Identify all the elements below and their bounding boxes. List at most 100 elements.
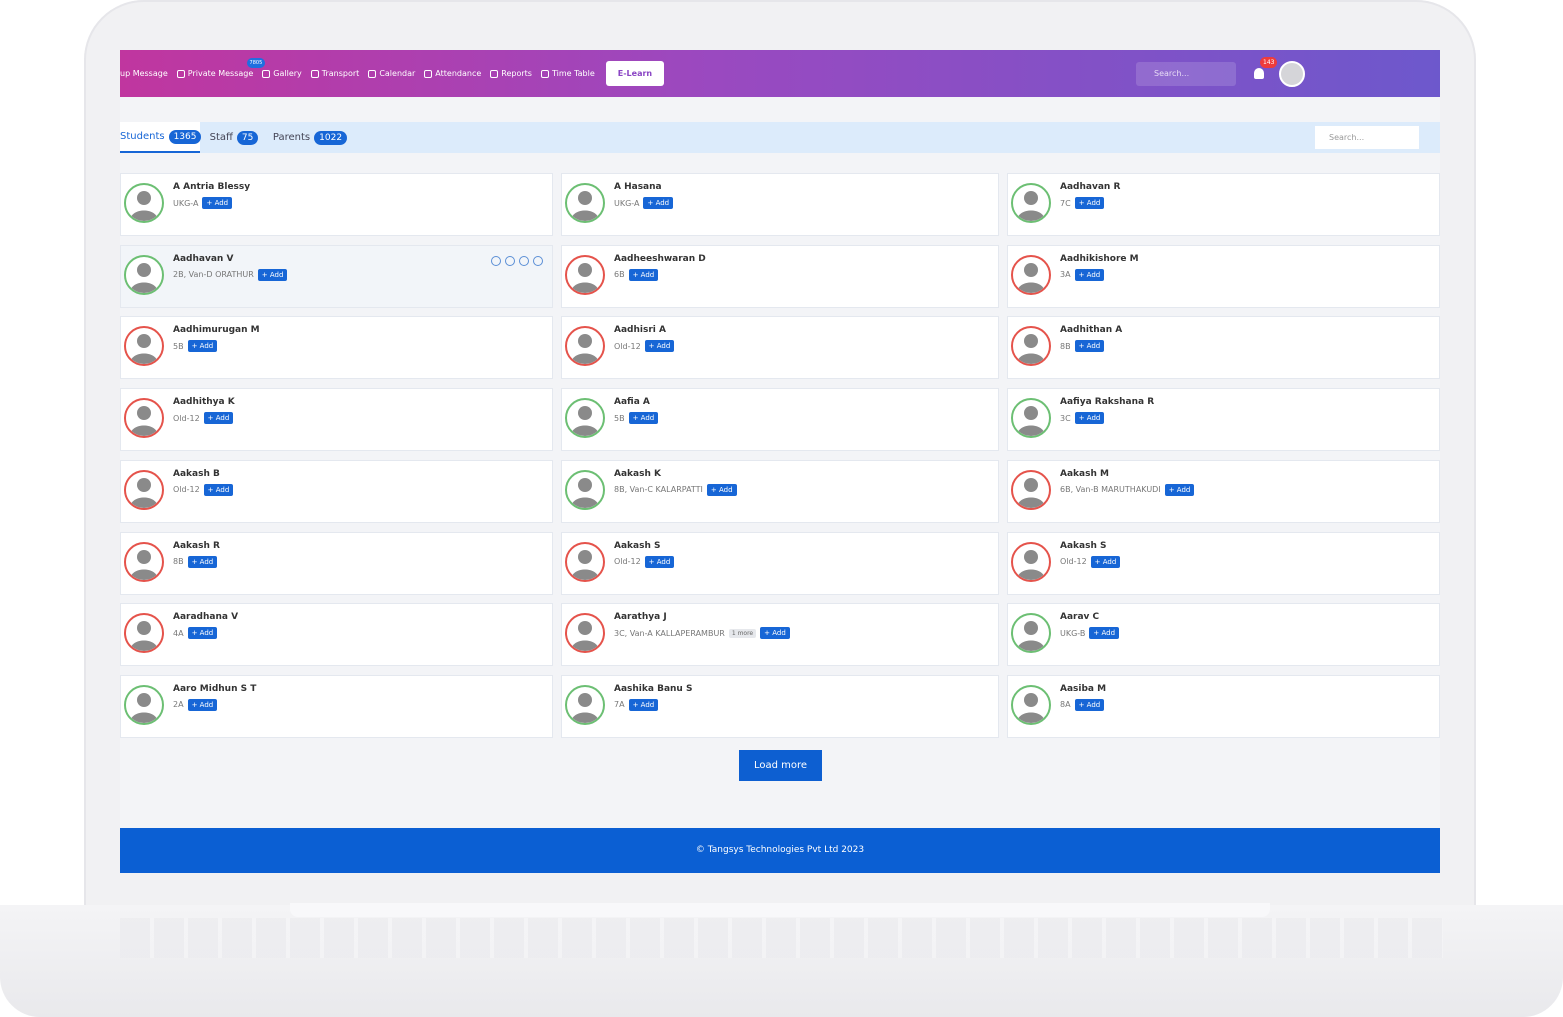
add-button[interactable]: + Add bbox=[202, 197, 233, 209]
add-button[interactable]: + Add bbox=[1074, 412, 1105, 425]
add-button[interactable]: + Add bbox=[628, 412, 659, 425]
nav-icon bbox=[490, 69, 499, 78]
student-info: Old-12 + Add bbox=[614, 555, 675, 568]
student-card[interactable]: Aashika Banu S 7A + Add bbox=[561, 674, 999, 738]
student-card[interactable]: Aadheeshwaran D 6B + Add bbox=[561, 244, 999, 308]
nav-item[interactable]: Gallery bbox=[262, 69, 302, 78]
student-card[interactable]: Aaro Midhun S T 2A + Add bbox=[120, 674, 553, 738]
nav-item[interactable]: up Message bbox=[120, 69, 168, 78]
action-icon[interactable] bbox=[491, 255, 501, 266]
add-button[interactable]: + Add bbox=[643, 197, 674, 209]
student-card[interactable]: Aadhithan A 8B + Add bbox=[1007, 316, 1440, 380]
add-button[interactable]: + Add bbox=[644, 340, 675, 353]
student-name: Aafiya Rakshana R bbox=[1060, 397, 1155, 408]
student-name: Aadhithya K bbox=[173, 397, 235, 408]
tab[interactable]: Staff 75 bbox=[202, 122, 266, 153]
avatar bbox=[1011, 684, 1051, 725]
class-info: 5B bbox=[173, 341, 184, 351]
add-button[interactable]: + Add bbox=[187, 340, 218, 353]
add-button[interactable]: + Add bbox=[187, 627, 218, 640]
action-icon[interactable] bbox=[519, 255, 529, 266]
student-card[interactable]: Aadhisri A Old-12 + Add bbox=[561, 316, 999, 380]
student-card[interactable]: Aadhikishore M 3A + Add bbox=[1007, 244, 1440, 308]
student-card[interactable]: Aasiba M 8A + Add bbox=[1007, 674, 1440, 738]
add-button[interactable]: + Add bbox=[1074, 340, 1105, 353]
notification-bell[interactable] bbox=[1254, 68, 1264, 79]
student-card[interactable]: Aadhavan R 7C + Add bbox=[1007, 173, 1440, 236]
add-button[interactable]: + Add bbox=[203, 412, 234, 425]
avatar bbox=[1011, 398, 1051, 439]
student-card[interactable]: Aarathya J 3C, Van-A KALLAPERAMBUR 1 more +… bbox=[561, 603, 999, 667]
student-card[interactable]: Aakash K 8B, Van-C KALARPATTI + Add bbox=[561, 459, 999, 523]
nav-icon bbox=[310, 69, 319, 78]
student-card[interactable]: Aakash B Old-12 + Add bbox=[120, 459, 553, 523]
nav-item[interactable]: Transport bbox=[310, 69, 359, 78]
student-card[interactable]: Aakash S Old-12 + Add bbox=[561, 531, 999, 595]
student-name: Aadheeshwaran D bbox=[614, 253, 706, 264]
nav-search[interactable]: Search... bbox=[1136, 62, 1236, 86]
add-button[interactable]: + Add bbox=[187, 555, 218, 568]
student-card[interactable]: Aadhithya K Old-12 + Add bbox=[120, 388, 553, 452]
add-button[interactable]: + Add bbox=[628, 268, 659, 281]
student-card[interactable]: Aadhimurugan M 5B + Add bbox=[120, 316, 553, 380]
avatar bbox=[124, 684, 164, 725]
navbar: up Message Private Message 7805 Gallery Tran… bbox=[120, 50, 1440, 97]
elearn-button[interactable]: E-Learn bbox=[605, 61, 665, 86]
student-card[interactable]: A Hasana UKG-A + Add bbox=[561, 173, 999, 236]
student-info: Old-12 + Add bbox=[1060, 555, 1121, 568]
student-card[interactable]: Aaradhana V 4A + Add bbox=[120, 603, 553, 667]
nav-item[interactable]: Calendar bbox=[368, 69, 415, 78]
action-icon[interactable] bbox=[505, 255, 515, 266]
add-button[interactable]: + Add bbox=[628, 698, 659, 711]
student-card[interactable]: A Antria Blessy UKG-A + Add bbox=[120, 173, 553, 236]
tab[interactable]: Parents 1022 bbox=[270, 122, 350, 153]
add-button[interactable]: + Add bbox=[706, 483, 737, 496]
class-info: 8A bbox=[1060, 700, 1071, 710]
add-button[interactable]: + Add bbox=[187, 698, 218, 711]
add-button[interactable]: + Add bbox=[1074, 268, 1105, 281]
nav-item[interactable]: Reports bbox=[490, 69, 532, 78]
student-name: Aadhithan A bbox=[1060, 325, 1123, 336]
nav-item[interactable]: Private Message 7805 bbox=[176, 58, 266, 78]
student-name: Aadhavan R bbox=[1060, 182, 1121, 192]
add-button[interactable]: + Add bbox=[1074, 197, 1105, 209]
student-info: 4A + Add bbox=[173, 627, 218, 640]
student-card[interactable]: Aakash R 8B + Add bbox=[120, 531, 553, 595]
student-info: 7C + Add bbox=[1060, 197, 1105, 209]
add-button[interactable]: + Add bbox=[1090, 555, 1121, 568]
add-button[interactable]: + Add bbox=[257, 268, 288, 281]
avatar bbox=[124, 326, 164, 367]
student-info: Old-12 + Add bbox=[614, 340, 675, 353]
avatar bbox=[124, 254, 164, 295]
more-tag: 1 more bbox=[728, 628, 757, 638]
student-card[interactable]: Aafiya Rakshana R 3C + Add bbox=[1007, 388, 1440, 452]
student-card[interactable]: Aafia A 5B + Add bbox=[561, 388, 999, 452]
tab[interactable]: Students 1365 bbox=[120, 122, 202, 153]
student-info: 3C + Add bbox=[1060, 412, 1105, 425]
add-button[interactable]: + Add bbox=[760, 627, 790, 640]
avatar-icon bbox=[1017, 621, 1045, 652]
avatar-icon bbox=[571, 621, 599, 652]
add-button[interactable]: + Add bbox=[1089, 627, 1120, 640]
avatar-icon bbox=[130, 334, 158, 365]
nav-label: up Message bbox=[120, 69, 168, 78]
class-info: 6B bbox=[614, 270, 625, 280]
add-button[interactable]: + Add bbox=[203, 483, 234, 496]
action-icon[interactable] bbox=[533, 255, 543, 266]
add-button[interactable]: + Add bbox=[1164, 483, 1195, 496]
nav-item[interactable]: Attendance bbox=[424, 69, 481, 78]
student-card[interactable]: Aakash M 6B, Van-B MARUTHAKUDI + Add bbox=[1007, 459, 1440, 523]
student-name: Aadhikishore M bbox=[1060, 253, 1139, 264]
add-button[interactable]: + Add bbox=[1074, 698, 1105, 711]
student-card[interactable]: Aadhavan V 2B, Van-D ORATHUR + Add bbox=[120, 244, 553, 308]
nav-item[interactable]: Time Table bbox=[540, 69, 595, 78]
load-more-button[interactable]: Load more bbox=[739, 750, 822, 781]
student-card[interactable]: Aarav C UKG-B + Add bbox=[1007, 603, 1440, 667]
add-button[interactable]: + Add bbox=[644, 555, 675, 568]
user-avatar[interactable] bbox=[1279, 61, 1305, 87]
avatar-icon bbox=[571, 334, 599, 365]
class-info: 6B, Van-B MARUTHAKUDI bbox=[1060, 485, 1161, 495]
student-card[interactable]: Aakash S Old-12 + Add bbox=[1007, 531, 1440, 595]
tab-search[interactable]: Search... bbox=[1315, 126, 1419, 149]
student-info: Old-12 + Add bbox=[173, 483, 234, 496]
